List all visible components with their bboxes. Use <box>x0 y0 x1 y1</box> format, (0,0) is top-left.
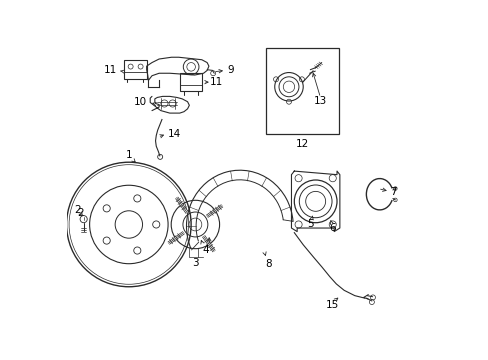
Text: 10: 10 <box>134 98 147 107</box>
Text: 15: 15 <box>325 300 339 310</box>
Text: 14: 14 <box>167 129 180 139</box>
Text: 1: 1 <box>125 150 132 160</box>
Text: 5: 5 <box>306 220 313 229</box>
Text: 11: 11 <box>103 66 116 75</box>
Text: 11: 11 <box>210 77 223 87</box>
Bar <box>123 60 146 78</box>
Text: 6: 6 <box>329 223 335 233</box>
Text: 4: 4 <box>202 246 208 256</box>
Text: 2: 2 <box>75 205 81 215</box>
Text: 13: 13 <box>313 96 326 106</box>
Bar <box>265 48 338 134</box>
Text: 2: 2 <box>77 208 83 218</box>
Text: 7: 7 <box>389 188 396 197</box>
Text: 8: 8 <box>264 258 271 269</box>
Bar <box>180 73 202 91</box>
Text: 12: 12 <box>295 139 308 149</box>
Text: 9: 9 <box>227 66 234 75</box>
Text: 3: 3 <box>192 257 198 267</box>
